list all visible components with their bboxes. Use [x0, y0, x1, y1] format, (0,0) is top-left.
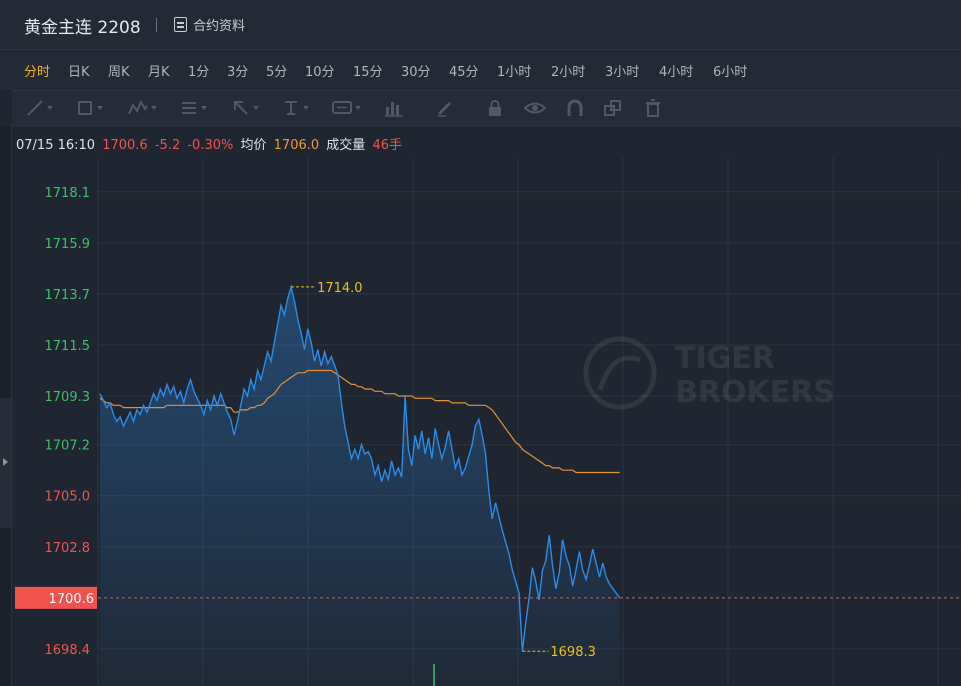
tab-monthly-k[interactable]: 月K [148, 65, 170, 80]
pencil-icon[interactable] [436, 99, 454, 117]
tab-1hour[interactable]: 1小时 [497, 65, 532, 80]
tab-3min[interactable]: 3分 [227, 65, 249, 80]
y-tick-label: 1713.7 [45, 288, 91, 303]
y-tick-label: 1705.0 [45, 490, 91, 505]
volume-value: 46手 [372, 138, 402, 153]
drawing-toolbar [12, 90, 961, 126]
tab-30min[interactable]: 30分 [401, 65, 431, 80]
y-tick-label: 1711.5 [45, 339, 91, 354]
tab-10min[interactable]: 10分 [305, 65, 335, 80]
quote-datetime: 07/15 16:10 [16, 138, 96, 153]
tab-1min[interactable]: 1分 [188, 65, 210, 80]
watermark-logo: TIGER BROKERS [583, 336, 835, 410]
indicator-bar-icon[interactable] [384, 99, 404, 117]
watermark-text-1: TIGER [675, 341, 775, 376]
document-icon [174, 17, 187, 32]
magnet-icon[interactable] [566, 99, 584, 117]
tab-2hour[interactable]: 2小时 [551, 65, 586, 80]
quote-info-bar: 07/15 16:10 1700.6 -5.2 -0.30% 均价 1706.0… [16, 134, 405, 153]
trash-icon[interactable] [644, 99, 662, 117]
current-price-text: 1700.6 [49, 592, 95, 607]
arrow-tool-icon[interactable] [232, 99, 259, 117]
tab-15min[interactable]: 15分 [353, 65, 383, 80]
header-separator [156, 18, 157, 32]
tab-6hour[interactable]: 6小时 [713, 65, 748, 80]
tab-weekly-k[interactable]: 周K [108, 65, 130, 80]
tab-5min[interactable]: 5分 [266, 65, 288, 80]
min-price-label: 1698.3 [550, 645, 596, 660]
tab-intraday[interactable]: 分时 [24, 65, 51, 80]
eye-icon[interactable] [524, 99, 546, 117]
header: 黄金主连 2208 合约资料 [0, 0, 961, 50]
volume-label: 成交量 [326, 138, 366, 153]
avg-price-value: 1706.0 [273, 138, 320, 153]
tab-45min[interactable]: 45分 [449, 65, 479, 80]
contract-info-label: 合约资料 [193, 19, 246, 34]
line-tool-icon[interactable] [26, 99, 53, 117]
y-tick-label: 1702.8 [45, 541, 91, 556]
tab-3hour[interactable]: 3小时 [605, 65, 640, 80]
tab-4hour[interactable]: 4小时 [659, 65, 694, 80]
price-area-fill [100, 286, 620, 686]
y-tick-label: 1718.1 [45, 186, 91, 201]
pattern-tool-icon[interactable] [128, 99, 157, 117]
watermark-text-2: BROKERS [675, 375, 835, 410]
instrument-title: 黄金主连 2208 [24, 18, 141, 38]
y-tick-label: 1709.3 [45, 390, 91, 405]
expand-panel-button[interactable] [0, 398, 11, 528]
annotation-tool-icon[interactable] [332, 99, 361, 117]
y-tick-label: 1707.2 [45, 439, 91, 454]
left-panel-strip [0, 126, 12, 686]
current-price-badge [15, 586, 97, 609]
quote-change-pct: -0.30% [187, 138, 234, 153]
tab-daily-k[interactable]: 日K [68, 65, 90, 80]
quote-change: -5.2 [154, 138, 181, 153]
avg-price-label: 均价 [240, 138, 267, 153]
period-tabs: 分时 日K 周K 月K 1分 3分 5分 10分 15分 30分 45分 1小时… [0, 50, 961, 90]
lock-icon[interactable] [486, 99, 504, 117]
text-tool-icon[interactable] [282, 99, 309, 117]
y-tick-label: 1698.4 [45, 643, 91, 658]
contract-info-link[interactable]: 合约资料 [174, 15, 245, 34]
price-line [99, 284, 621, 652]
copy-icon[interactable] [604, 99, 622, 117]
quote-price: 1700.6 [102, 138, 148, 153]
average-price-line [99, 369, 620, 474]
fibonacci-tool-icon[interactable] [180, 99, 207, 117]
y-tick-label: 1715.9 [45, 237, 91, 252]
y-axis-labels: 1718.1 1715.9 1713.7 1711.5 1709.3 1707.2 1705… [45, 186, 91, 658]
rectangle-tool-icon[interactable] [76, 99, 103, 117]
max-price-label: 1714.0 [317, 281, 363, 296]
